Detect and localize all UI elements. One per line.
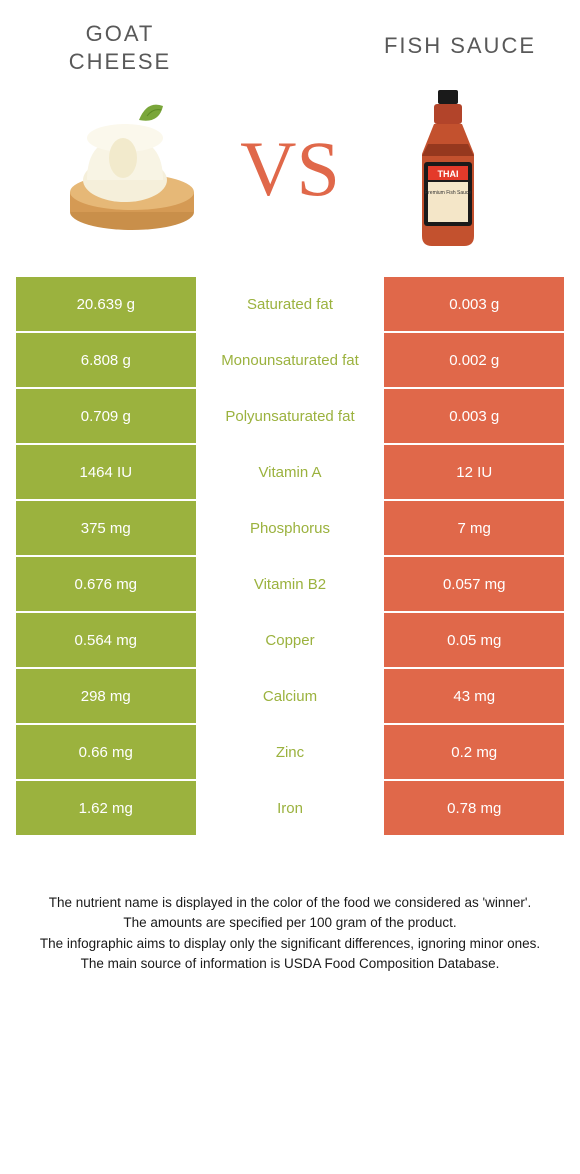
left-value-cell: 0.676 mg [16, 557, 196, 611]
left-food-title: GOAT CHEESE [20, 14, 220, 75]
right-food-image: THAI Premium Fish Sauce [346, 84, 550, 254]
nutrient-name-cell: Calcium [198, 669, 383, 723]
footer-line-1: The nutrient name is displayed in the co… [26, 893, 554, 913]
header-titles: GOAT CHEESE FISH SAUCE [0, 0, 580, 75]
nutrient-name: Monounsaturated fat [221, 352, 359, 369]
left-value-cell: 0.709 g [16, 389, 196, 443]
nutrient-name-cell: Copper [198, 613, 383, 667]
table-row: 0.564 mg Copper 0.05 mg [16, 613, 564, 667]
table-row: 298 mg Calcium 43 mg [16, 669, 564, 723]
left-value-cell: 1.62 mg [16, 781, 196, 835]
table-row: 20.639 g Saturated fat 0.003 g [16, 277, 564, 331]
nutrient-name: Copper [265, 632, 314, 649]
nutrient-name-cell: Vitamin B2 [198, 557, 383, 611]
right-value-cell: 0.057 mg [384, 557, 564, 611]
footer-line-3: The infographic aims to display only the… [26, 934, 554, 954]
footer-notes: The nutrient name is displayed in the co… [0, 837, 580, 1004]
right-value-cell: 12 IU [384, 445, 564, 499]
table-row: 1464 IU Vitamin A 12 IU [16, 445, 564, 499]
left-value-cell: 1464 IU [16, 445, 196, 499]
nutrient-name: Vitamin B2 [254, 576, 326, 593]
left-value-cell: 0.564 mg [16, 613, 196, 667]
nutrient-name-cell: Zinc [198, 725, 383, 779]
svg-text:THAI: THAI [437, 169, 458, 179]
left-value-cell: 298 mg [16, 669, 196, 723]
infographic-container: GOAT CHEESE FISH SAUCE VS [0, 0, 580, 1004]
goat-cheese-icon [47, 84, 217, 254]
right-value-cell: 0.2 mg [384, 725, 564, 779]
table-row: 1.62 mg Iron 0.78 mg [16, 781, 564, 835]
right-value-cell: 0.003 g [384, 277, 564, 331]
table-row: 0.709 g Polyunsaturated fat 0.003 g [16, 389, 564, 443]
left-title-line2: CHEESE [69, 49, 171, 74]
left-value-cell: 0.66 mg [16, 725, 196, 779]
table-row: 0.66 mg Zinc 0.2 mg [16, 725, 564, 779]
fish-sauce-icon: THAI Premium Fish Sauce [388, 84, 508, 254]
right-food-title: FISH SAUCE [360, 14, 560, 60]
nutrient-name: Iron [277, 800, 303, 817]
right-value-cell: 0.002 g [384, 333, 564, 387]
left-title-line1: GOAT [86, 21, 155, 46]
nutrient-name-cell: Saturated fat [198, 277, 383, 331]
footer-line-2: The amounts are specified per 100 gram o… [26, 913, 554, 933]
right-value-cell: 7 mg [384, 501, 564, 555]
nutrient-name: Vitamin A [258, 464, 321, 481]
right-value-cell: 0.78 mg [384, 781, 564, 835]
nutrient-name-cell: Polyunsaturated fat [198, 389, 383, 443]
nutrient-name-cell: Iron [198, 781, 383, 835]
nutrient-name: Zinc [276, 744, 304, 761]
right-value-cell: 43 mg [384, 669, 564, 723]
table-row: 0.676 mg Vitamin B2 0.057 mg [16, 557, 564, 611]
right-value-cell: 0.003 g [384, 389, 564, 443]
left-food-image [30, 84, 234, 254]
images-row: VS THAI Premium Fish Sauce [0, 75, 580, 275]
vs-label: VS [234, 130, 346, 208]
nutrient-name: Phosphorus [250, 520, 330, 537]
nutrient-name: Calcium [263, 688, 317, 705]
left-value-cell: 375 mg [16, 501, 196, 555]
nutrient-name-cell: Vitamin A [198, 445, 383, 499]
nutrient-name: Polyunsaturated fat [225, 408, 354, 425]
table-row: 6.808 g Monounsaturated fat 0.002 g [16, 333, 564, 387]
left-value-cell: 6.808 g [16, 333, 196, 387]
nutrient-table: 20.639 g Saturated fat 0.003 g 6.808 g Monou… [14, 275, 566, 837]
nutrient-name-cell: Phosphorus [198, 501, 383, 555]
footer-line-4: The main source of information is USDA F… [26, 954, 554, 974]
left-value-cell: 20.639 g [16, 277, 196, 331]
table-row: 375 mg Phosphorus 7 mg [16, 501, 564, 555]
svg-text:Premium Fish Sauce: Premium Fish Sauce [425, 190, 472, 196]
nutrient-name: Saturated fat [247, 296, 333, 313]
right-value-cell: 0.05 mg [384, 613, 564, 667]
nutrient-name-cell: Monounsaturated fat [198, 333, 383, 387]
